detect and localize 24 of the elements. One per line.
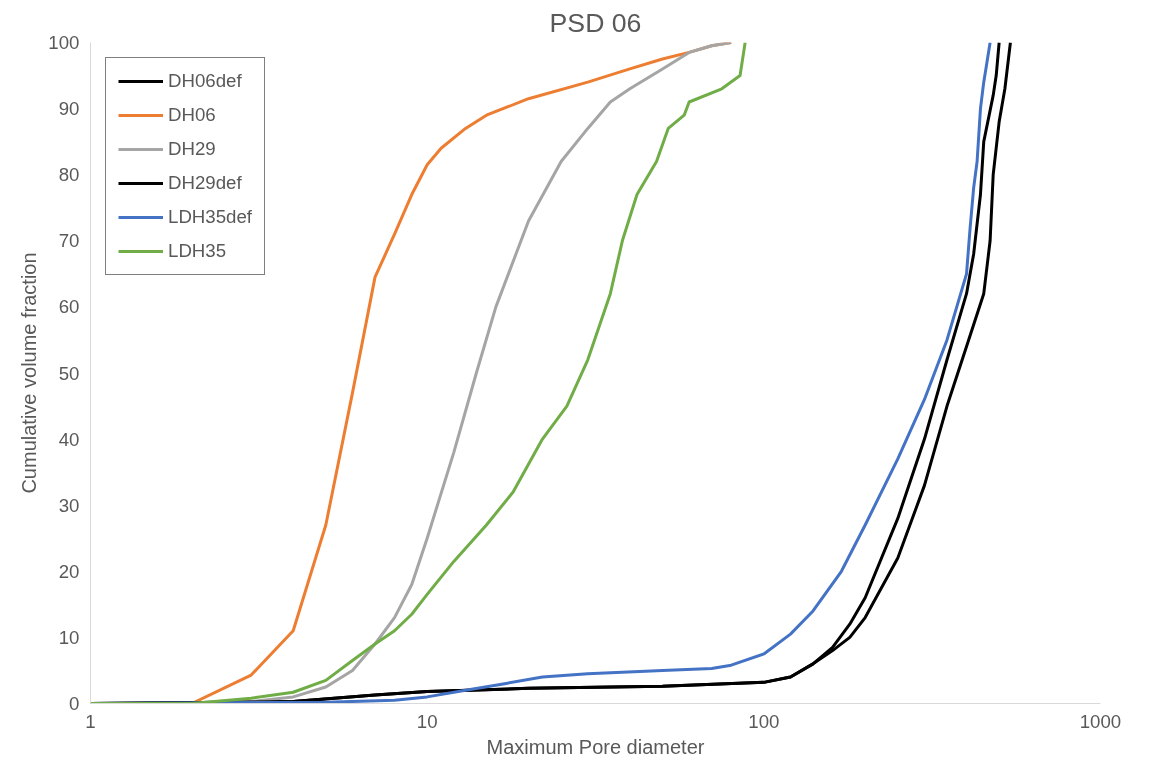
- x-tick-label: 100: [748, 710, 780, 732]
- legend-label: LDH35: [168, 240, 227, 262]
- y-tick-label: 30: [58, 494, 80, 516]
- x-tick-label: 1000: [1079, 710, 1122, 732]
- y-axis-title: Cumulative volume fraction: [18, 252, 41, 494]
- y-tick-label: 20: [58, 560, 80, 582]
- y-tick-label: 40: [58, 428, 80, 450]
- x-tick-label: 1: [85, 710, 96, 732]
- y-tick-label: 70: [58, 230, 80, 252]
- legend-label: DH06def: [168, 70, 242, 92]
- legend-label: DH06: [168, 104, 216, 126]
- legend-label: DH29def: [168, 172, 242, 194]
- y-tick-label: 100: [48, 32, 80, 53]
- x-axis-title: Maximum Pore diameter: [486, 735, 705, 758]
- x-tick-label: 10: [416, 710, 438, 732]
- y-tick-label: 50: [58, 362, 80, 384]
- y-tick-label: 10: [58, 626, 80, 648]
- y-tick-label: 90: [58, 98, 80, 120]
- y-tick-label: 60: [58, 296, 80, 318]
- legend-label: DH29: [168, 138, 216, 160]
- legend-label: LDH35def: [168, 206, 253, 228]
- y-tick-label: 0: [69, 693, 80, 714]
- y-tick-label: 80: [58, 164, 80, 186]
- chart-title: PSD 06: [549, 7, 642, 38]
